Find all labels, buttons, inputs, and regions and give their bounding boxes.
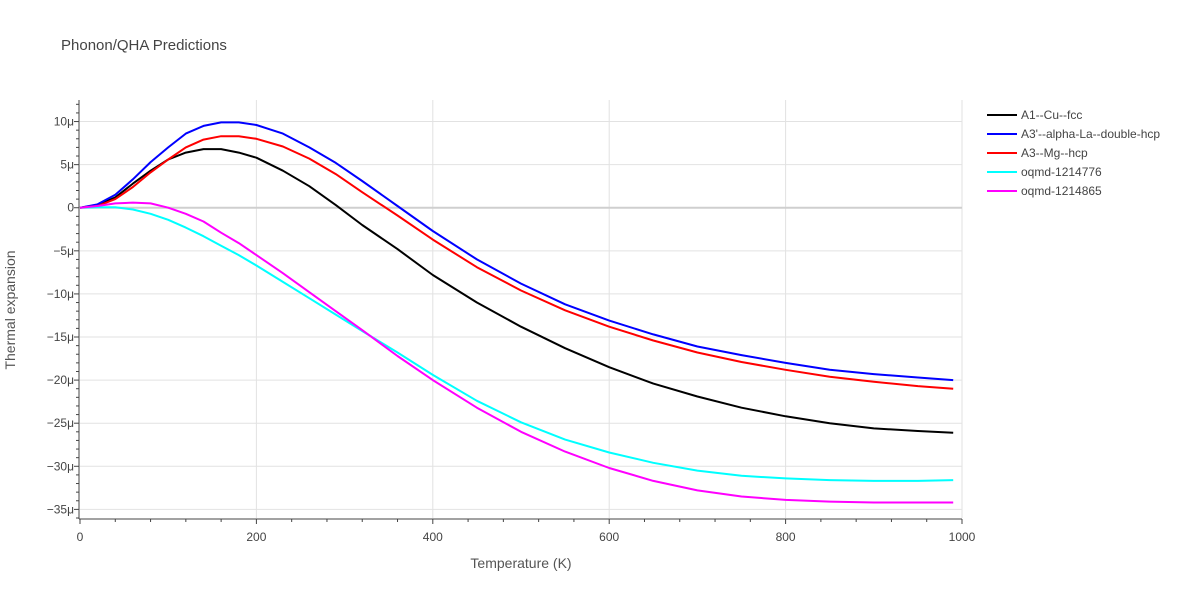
x-tick-label: 800 [776, 530, 796, 544]
series-line [79, 201, 954, 504]
y-tick-label: −15μ [47, 330, 74, 344]
legend-item: oqmd-1214865 [987, 184, 1102, 198]
y-tick-label: −20μ [47, 373, 74, 387]
axes-layer: 0 200 400 600 800 1000 10μ 5μ 0 −5μ −10μ −15μ −20μ −2… [47, 100, 976, 544]
legend-label: A3--Mg--hcp [1021, 146, 1088, 160]
x-tick-label: 200 [246, 530, 266, 544]
legend: A1--Cu--fcc A3'--alpha-La--double-hcp A3--… [987, 108, 1160, 198]
x-axis-title: Temperature (K) [470, 555, 571, 571]
series-line [79, 148, 954, 434]
legend-label: oqmd-1214865 [1021, 184, 1102, 198]
x-tick-label: 1000 [949, 530, 976, 544]
legend-item: oqmd-1214776 [987, 165, 1102, 179]
series-line [79, 135, 954, 390]
y-tick-label: 0 [67, 201, 74, 215]
legend-item: A1--Cu--fcc [987, 108, 1082, 122]
legend-label: oqmd-1214776 [1021, 165, 1102, 179]
y-tick-label: 5μ [60, 158, 74, 172]
x-tick-label: 0 [77, 530, 84, 544]
y-tick-label: −5μ [53, 244, 74, 258]
y-tick-label: −10μ [47, 287, 74, 301]
grid-layer [80, 100, 963, 518]
legend-label: A3'--alpha-La--double-hcp [1021, 127, 1160, 141]
y-tick-label: 10μ [54, 115, 74, 129]
legend-label: A1--Cu--fcc [1021, 108, 1082, 122]
x-tick-label: 600 [599, 530, 619, 544]
legend-item: A3'--alpha-La--double-hcp [987, 127, 1160, 141]
series-line [79, 206, 954, 482]
x-tick-label: 400 [423, 530, 443, 544]
chart-title: Phonon/QHA Predictions [61, 37, 227, 54]
y-tick-label: −30μ [47, 459, 74, 473]
legend-item: A3--Mg--hcp [987, 146, 1088, 160]
y-tick-label: −25μ [47, 416, 74, 430]
series-line [79, 121, 954, 382]
y-tick-label: −35μ [47, 502, 74, 516]
y-axis-title: Thermal expansion [2, 250, 18, 369]
series-layer [79, 121, 954, 504]
